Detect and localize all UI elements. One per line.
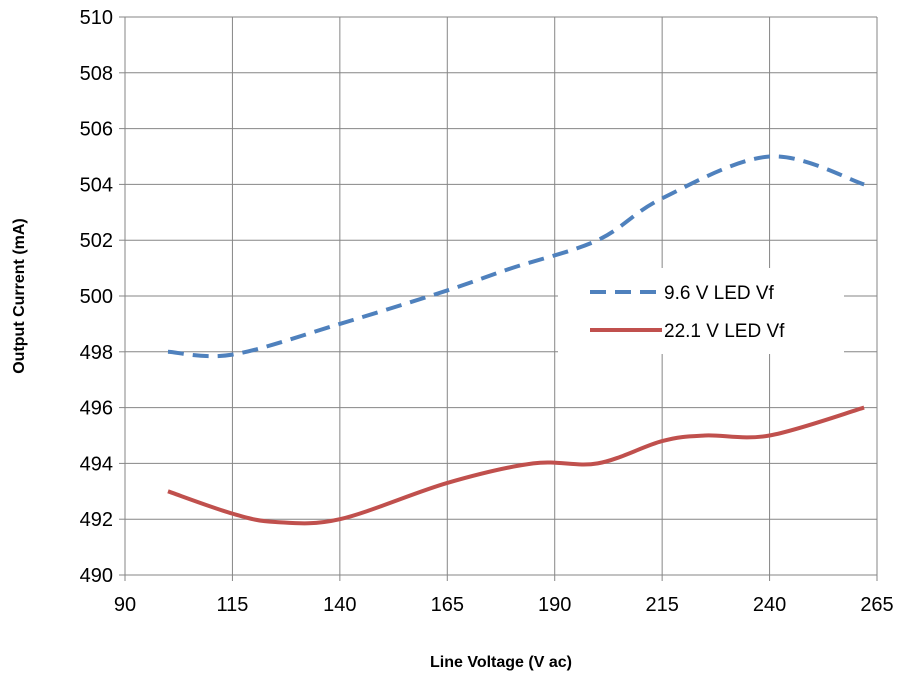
x-tick-label: 90	[114, 594, 136, 616]
x-tick-labels: 90 115 140 165 190 215 240 265	[114, 594, 894, 616]
y-tick-label: 494	[80, 453, 113, 475]
x-tick-label: 165	[431, 594, 464, 616]
x-tick-label: 215	[645, 594, 678, 616]
legend-label-series-1: 9.6 V LED Vf	[664, 283, 775, 304]
y-tick-label: 496	[80, 398, 113, 420]
legend: 9.6 V LED Vf 22.1 V LED Vf	[558, 268, 844, 354]
series-lines	[167, 154, 865, 526]
y-tick-label: 492	[80, 509, 113, 531]
y-tick-label: 490	[80, 565, 113, 587]
y-tick-label: 500	[80, 286, 113, 308]
y-axis-title: Output Current (mA)	[11, 218, 28, 374]
y-tick-label: 506	[80, 119, 113, 141]
x-tick-label: 140	[323, 594, 356, 616]
y-tick-label: 508	[80, 63, 113, 85]
y-tick-label: 502	[80, 230, 113, 252]
series-line-2	[167, 405, 865, 526]
x-tick-label: 115	[216, 594, 248, 616]
series-line-1	[167, 154, 865, 359]
x-tick-label: 265	[860, 594, 893, 616]
y-tick-label: 498	[80, 342, 113, 364]
y-tick-label: 510	[80, 7, 113, 29]
legend-label-series-2: 22.1 V LED Vf	[664, 321, 785, 342]
x-tick-label: 190	[538, 594, 571, 616]
legend-box	[558, 268, 844, 354]
x-axis-title: Line Voltage (V ac)	[430, 654, 572, 671]
y-tick-labels: 490 492 494 496 498 500 502 504 506 508 510	[80, 7, 113, 587]
y-tick-label: 504	[80, 174, 113, 196]
x-tick-label: 240	[753, 594, 786, 616]
